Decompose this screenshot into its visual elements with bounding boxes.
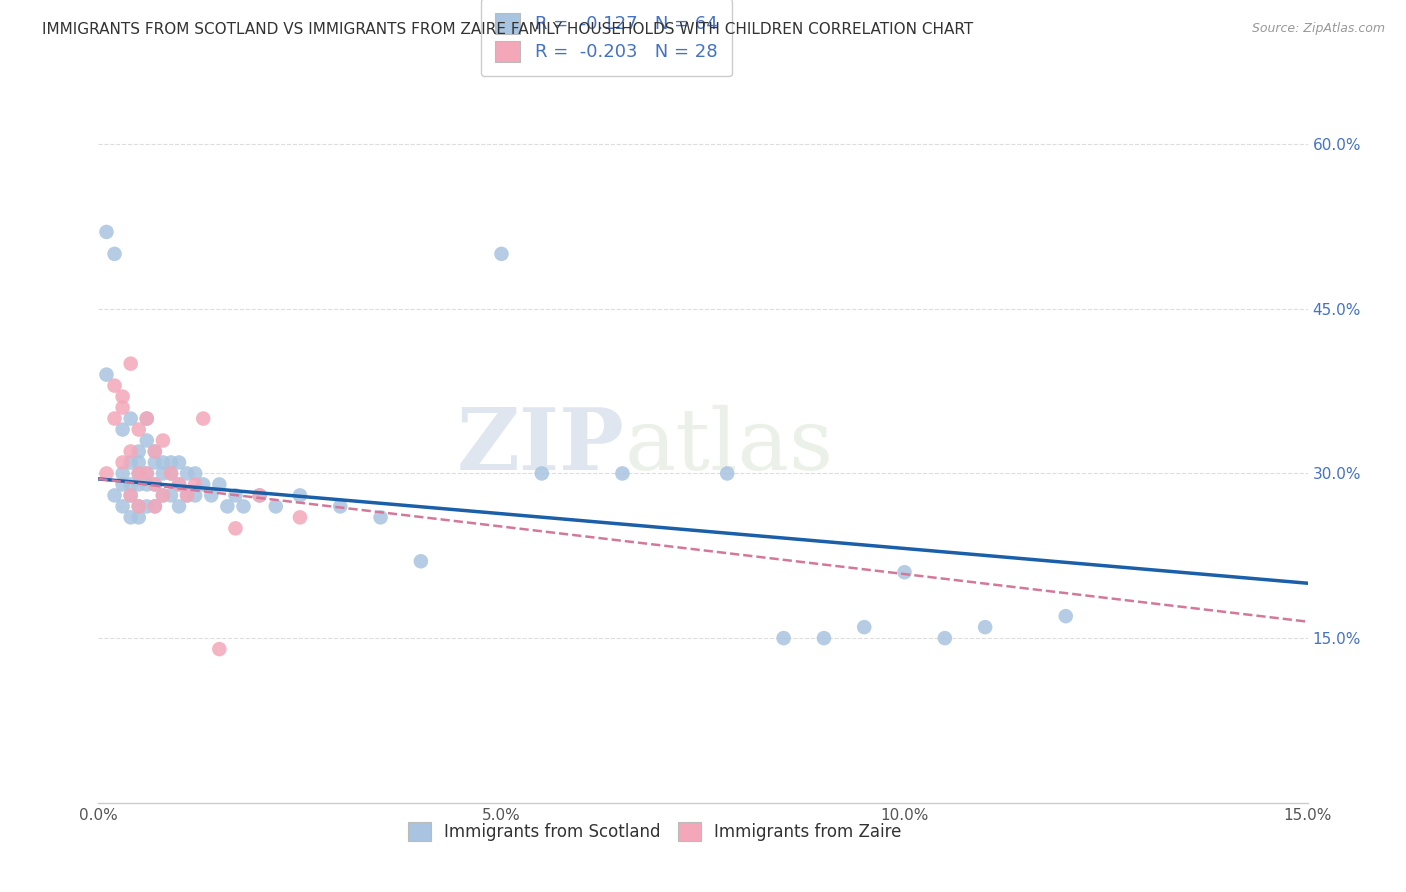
- Point: [224, 488, 246, 502]
- Legend: Immigrants from Scotland, Immigrants from Zaire: Immigrants from Scotland, Immigrants fro…: [401, 815, 908, 848]
- Point: [167, 477, 190, 491]
- Text: IMMIGRANTS FROM SCOTLAND VS IMMIGRANTS FROM ZAIRE FAMILY HOUSEHOLDS WITH CHILDRE: IMMIGRANTS FROM SCOTLAND VS IMMIGRANTS F…: [42, 22, 973, 37]
- Point: [193, 477, 215, 491]
- Point: [143, 455, 166, 469]
- Point: [813, 631, 835, 645]
- Point: [143, 500, 166, 514]
- Point: [128, 477, 150, 491]
- Point: [103, 247, 125, 261]
- Point: [264, 500, 287, 514]
- Point: [111, 390, 134, 404]
- Point: [143, 444, 166, 458]
- Point: [96, 467, 118, 481]
- Point: [224, 521, 246, 535]
- Point: [193, 411, 215, 425]
- Point: [249, 488, 271, 502]
- Point: [288, 510, 311, 524]
- Point: [409, 554, 432, 568]
- Point: [135, 411, 157, 425]
- Point: [143, 444, 166, 458]
- Point: [120, 488, 142, 502]
- Point: [974, 620, 997, 634]
- Point: [111, 423, 134, 437]
- Point: [120, 455, 142, 469]
- Point: [120, 357, 142, 371]
- Point: [160, 467, 183, 481]
- Point: [772, 631, 794, 645]
- Point: [370, 510, 392, 524]
- Point: [96, 368, 118, 382]
- Point: [160, 488, 183, 502]
- Point: [120, 411, 142, 425]
- Point: [152, 455, 174, 469]
- Point: [135, 477, 157, 491]
- Point: [128, 455, 150, 469]
- Point: [232, 500, 254, 514]
- Point: [530, 467, 553, 481]
- Point: [208, 477, 231, 491]
- Point: [128, 467, 150, 481]
- Point: [329, 500, 352, 514]
- Point: [128, 467, 150, 481]
- Point: [103, 488, 125, 502]
- Point: [176, 488, 198, 502]
- Point: [184, 467, 207, 481]
- Point: [128, 444, 150, 458]
- Point: [160, 455, 183, 469]
- Point: [249, 488, 271, 502]
- Text: atlas: atlas: [624, 404, 834, 488]
- Point: [934, 631, 956, 645]
- Point: [120, 488, 142, 502]
- Point: [128, 500, 150, 514]
- Point: [120, 510, 142, 524]
- Point: [120, 444, 142, 458]
- Point: [152, 434, 174, 448]
- Point: [176, 467, 198, 481]
- Point: [128, 423, 150, 437]
- Point: [128, 500, 150, 514]
- Point: [120, 477, 142, 491]
- Point: [143, 477, 166, 491]
- Point: [200, 488, 222, 502]
- Point: [491, 247, 513, 261]
- Point: [152, 488, 174, 502]
- Point: [96, 225, 118, 239]
- Point: [111, 455, 134, 469]
- Point: [135, 411, 157, 425]
- Point: [111, 401, 134, 415]
- Point: [167, 500, 190, 514]
- Point: [135, 467, 157, 481]
- Point: [716, 467, 738, 481]
- Point: [1054, 609, 1077, 624]
- Point: [217, 500, 239, 514]
- Point: [103, 411, 125, 425]
- Point: [167, 477, 190, 491]
- Point: [853, 620, 876, 634]
- Point: [184, 477, 207, 491]
- Text: ZIP: ZIP: [457, 404, 624, 488]
- Point: [152, 488, 174, 502]
- Point: [135, 467, 157, 481]
- Point: [128, 510, 150, 524]
- Point: [893, 566, 915, 580]
- Point: [111, 500, 134, 514]
- Point: [111, 467, 134, 481]
- Point: [143, 477, 166, 491]
- Point: [152, 467, 174, 481]
- Point: [288, 488, 311, 502]
- Point: [111, 477, 134, 491]
- Point: [612, 467, 634, 481]
- Point: [135, 500, 157, 514]
- Text: Source: ZipAtlas.com: Source: ZipAtlas.com: [1251, 22, 1385, 36]
- Point: [143, 500, 166, 514]
- Point: [135, 434, 157, 448]
- Point: [103, 378, 125, 392]
- Point: [160, 467, 183, 481]
- Point: [176, 488, 198, 502]
- Point: [208, 642, 231, 657]
- Point: [184, 488, 207, 502]
- Point: [167, 455, 190, 469]
